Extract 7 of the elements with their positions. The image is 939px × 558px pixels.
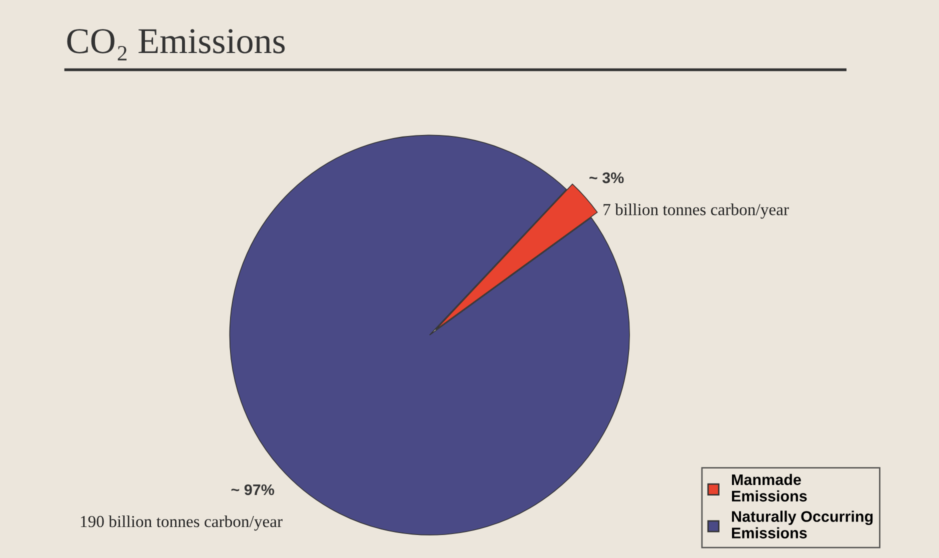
data-label: ~ 97%	[231, 484, 274, 496]
text: 7 billion tonnes carbon/year	[604, 204, 789, 219]
chart-title: CO₂ Emissions	[67, 29, 285, 60]
text: 190 billion tonnes carbon/year	[80, 515, 283, 531]
legend-label: Naturally Occurring Emissions	[732, 510, 873, 538]
legend-label: Manmade Emissions	[732, 474, 807, 502]
data-label: ~ 3%	[589, 172, 624, 184]
